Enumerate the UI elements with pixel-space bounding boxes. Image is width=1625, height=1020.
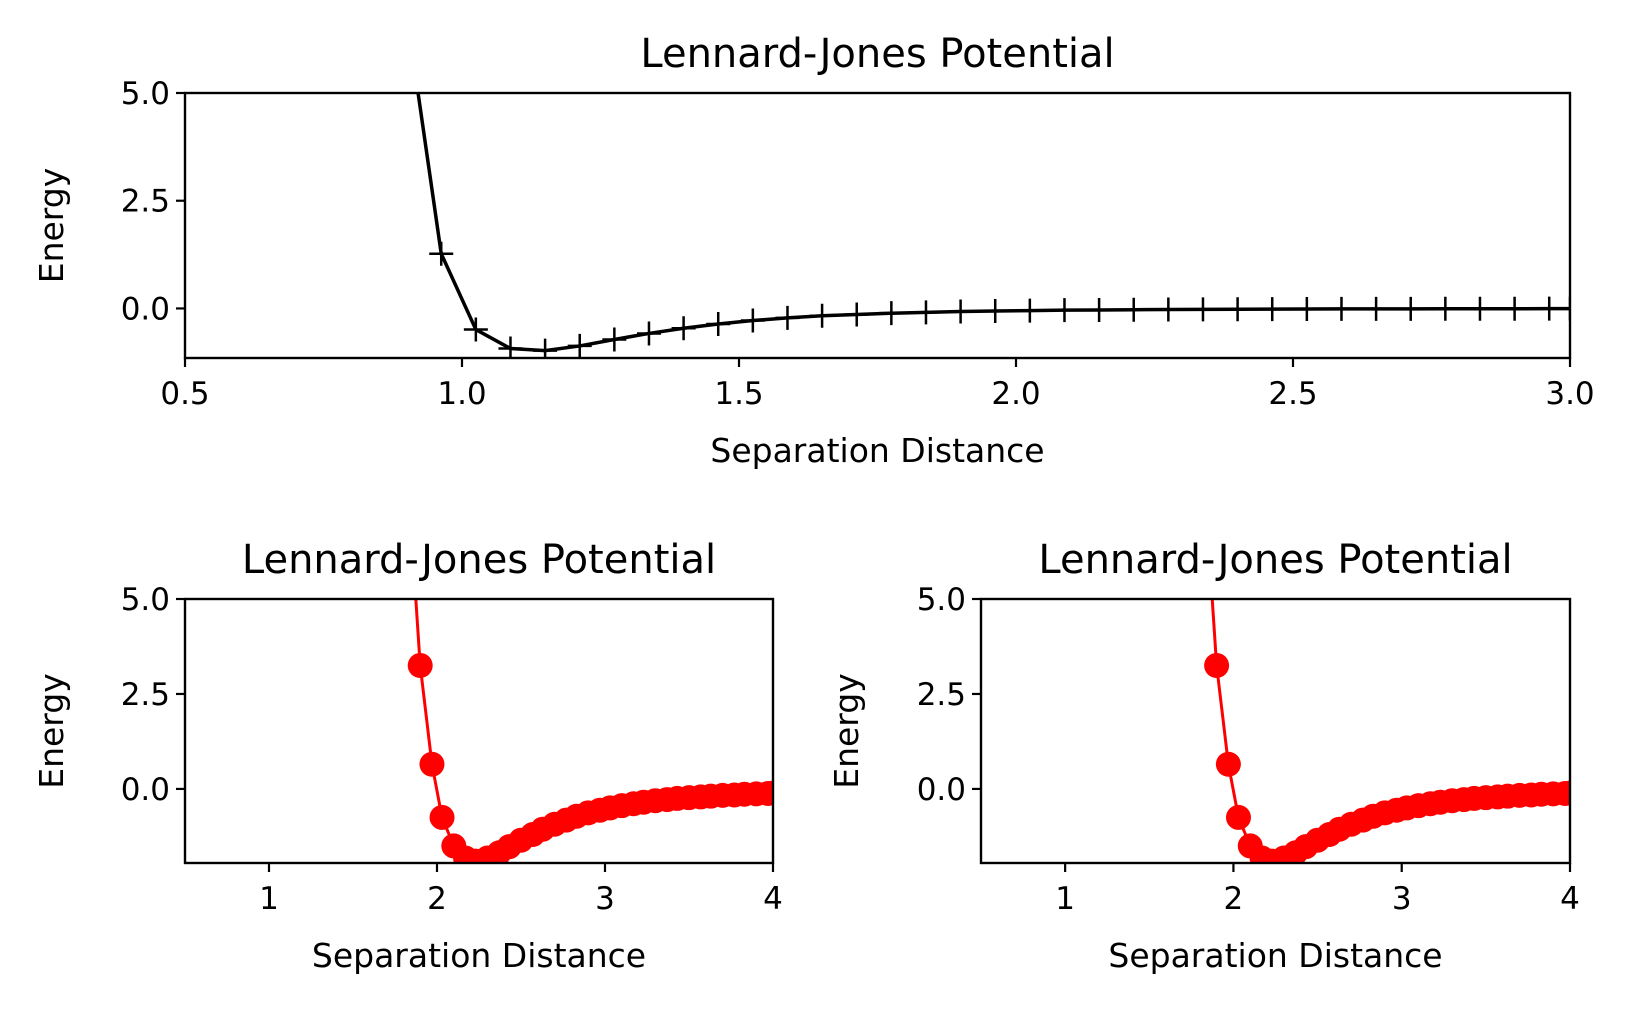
chart-3-point: [1204, 652, 1230, 678]
chart-1-point: [567, 333, 592, 358]
chart-1-point: [913, 300, 938, 325]
chart-1-point: [1190, 297, 1215, 322]
chart-2-x-tick-label: 3: [595, 881, 615, 917]
chart-1-x-tick-label: 1.5: [714, 376, 763, 412]
chart-1-point: [1121, 297, 1146, 322]
chart-1-point: [1537, 296, 1562, 321]
chart-1-point: [948, 299, 973, 324]
chart-3-x-axis-label: Separation Distance: [1108, 936, 1442, 975]
chart-1-y-axis-label: Energy: [32, 168, 71, 284]
chart-1-point: [1294, 297, 1319, 322]
chart-1-point: [429, 241, 454, 266]
chart-1-point: [395, 1, 419, 25]
chart-2-series-1: [407, 599, 773, 863]
chart-1-point: [602, 327, 627, 352]
chart-1-point: [1156, 297, 1181, 322]
chart-1-y-tick-label: 5.0: [121, 76, 170, 112]
chart-3-x-tick-label: 1: [1055, 881, 1075, 917]
chart-2-x-tick-label: 4: [763, 881, 783, 917]
chart-1-x-tick-label: 1.0: [437, 376, 486, 412]
chart-1-point: [1364, 296, 1389, 321]
chart-1-point: [671, 316, 696, 341]
chart-2-point: [760, 780, 773, 806]
chart-1-point: [1017, 298, 1042, 323]
chart-1-point: [1502, 296, 1527, 321]
chart-2-point: [407, 652, 433, 678]
chart-1-y-tick-label: 0.0: [121, 291, 170, 327]
chart-1-point: [463, 317, 488, 342]
chart-2-y-tick-label: 2.5: [121, 677, 170, 713]
chart-1-point: [498, 336, 523, 358]
chart-3-y-tick-label: 2.5: [917, 677, 966, 713]
chart-1-point: [1558, 296, 1570, 321]
chart-3-y-axis-label: Energy: [827, 673, 866, 789]
chart-3-point: [1557, 780, 1570, 806]
chart-1-point: [1433, 296, 1458, 321]
chart-3-title: Lennard-Jones Potential: [1038, 537, 1512, 583]
chart-1-point: [775, 305, 800, 330]
chart-1-point: [533, 338, 558, 358]
chart-1: 0.5 1.0 1.5 2.0 2.5 3.0 0.0 2.5 5.0 Lennard-Jones…: [32, 1, 1595, 470]
chart-1-series-1: [395, 1, 1570, 358]
chart-1-point: [1260, 297, 1285, 322]
chart-1-point: [844, 302, 869, 327]
chart-1-point: [1329, 296, 1354, 321]
chart-1-point: [1398, 296, 1423, 321]
chart-1-x-tick-label: 0.5: [160, 376, 209, 412]
chart-1-point: [636, 321, 661, 346]
chart-1-point: [1467, 296, 1492, 321]
chart-2-point: [429, 804, 455, 830]
chart-3-series-1: [1204, 599, 1570, 863]
chart-3-x-tick-label: 4: [1560, 881, 1580, 917]
chart-3-x-tick-label: 3: [1392, 881, 1412, 917]
chart-1-title: Lennard-Jones Potential: [640, 31, 1114, 77]
chart-1-point: [1052, 298, 1077, 323]
chart-1-point: [740, 308, 765, 333]
chart-3-point: [1225, 804, 1251, 830]
chart-3-y-tick-label: 0.0: [917, 772, 966, 808]
chart-2-y-axis-label: Energy: [32, 673, 71, 789]
chart-1-point: [879, 301, 904, 326]
chart-3-axes-frame: [979, 597, 1572, 865]
chart-2-x-tick-label: 1: [259, 881, 279, 917]
chart-2-x-axis-label: Separation Distance: [312, 936, 646, 975]
chart-2: 1 2 3 4 0.0 2.5 5.0 Lennard-Jones Potential Sepa…: [32, 537, 783, 975]
chart-1-x-axis-label: Separation Distance: [710, 431, 1044, 470]
chart-1-point: [983, 299, 1008, 324]
chart-2-x-tick-label: 2: [427, 881, 447, 917]
chart-2-y-tick-label: 5.0: [121, 582, 170, 618]
chart-1-y-tick-label: 2.5: [121, 184, 170, 220]
chart-1-x-tick-label: 2.0: [991, 376, 1040, 412]
chart-3-x-tick-label: 2: [1224, 881, 1244, 917]
chart-3-point: [1215, 751, 1241, 777]
chart-1-x-tick-label: 3.0: [1545, 376, 1594, 412]
chart-3-y-tick-label: 5.0: [917, 582, 966, 618]
chart-2-title: Lennard-Jones Potential: [242, 537, 716, 583]
chart-1-point: [1087, 297, 1112, 322]
chart-1-point: [810, 303, 835, 328]
chart-2-point: [419, 751, 445, 777]
chart-1-point: [706, 311, 731, 336]
chart-1-point: [1225, 297, 1250, 322]
chart-2-y-tick-label: 0.0: [121, 772, 170, 808]
chart-2-axes-frame: [183, 597, 775, 865]
chart-1-axes-frame: [183, 91, 1572, 360]
chart-3: 1 2 3 4 0.0 2.5 5.0 Lennard-Jones Potential Sepa…: [827, 537, 1580, 975]
chart-1-x-tick-label: 2.5: [1268, 376, 1317, 412]
